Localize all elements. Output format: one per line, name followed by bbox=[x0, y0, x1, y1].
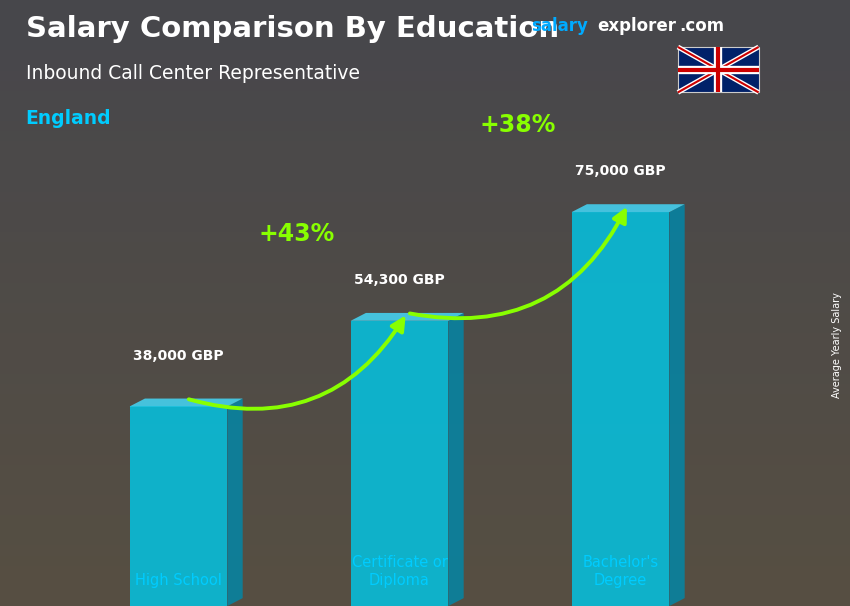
Text: Inbound Call Center Representative: Inbound Call Center Representative bbox=[26, 64, 360, 82]
Text: 75,000 GBP: 75,000 GBP bbox=[575, 164, 666, 178]
Polygon shape bbox=[227, 399, 243, 606]
Polygon shape bbox=[129, 399, 243, 407]
FancyBboxPatch shape bbox=[677, 47, 758, 92]
Polygon shape bbox=[350, 313, 464, 321]
Text: salary: salary bbox=[531, 17, 588, 35]
Text: .com: .com bbox=[679, 17, 724, 35]
Text: Certificate or
Diploma: Certificate or Diploma bbox=[352, 556, 447, 588]
Polygon shape bbox=[571, 212, 670, 606]
Text: +38%: +38% bbox=[479, 113, 556, 138]
Text: 54,300 GBP: 54,300 GBP bbox=[354, 273, 445, 287]
Text: Salary Comparison By Education: Salary Comparison By Education bbox=[26, 15, 558, 43]
Text: High School: High School bbox=[135, 573, 222, 588]
Polygon shape bbox=[670, 204, 684, 606]
Polygon shape bbox=[350, 321, 449, 606]
Text: 38,000 GBP: 38,000 GBP bbox=[133, 349, 224, 363]
Text: England: England bbox=[26, 109, 111, 128]
Text: +43%: +43% bbox=[258, 222, 335, 246]
Text: Bachelor's
Degree: Bachelor's Degree bbox=[582, 556, 659, 588]
Polygon shape bbox=[571, 204, 684, 212]
Polygon shape bbox=[129, 407, 227, 606]
Text: Average Yearly Salary: Average Yearly Salary bbox=[832, 293, 842, 398]
Polygon shape bbox=[449, 313, 464, 606]
Text: explorer: explorer bbox=[598, 17, 677, 35]
